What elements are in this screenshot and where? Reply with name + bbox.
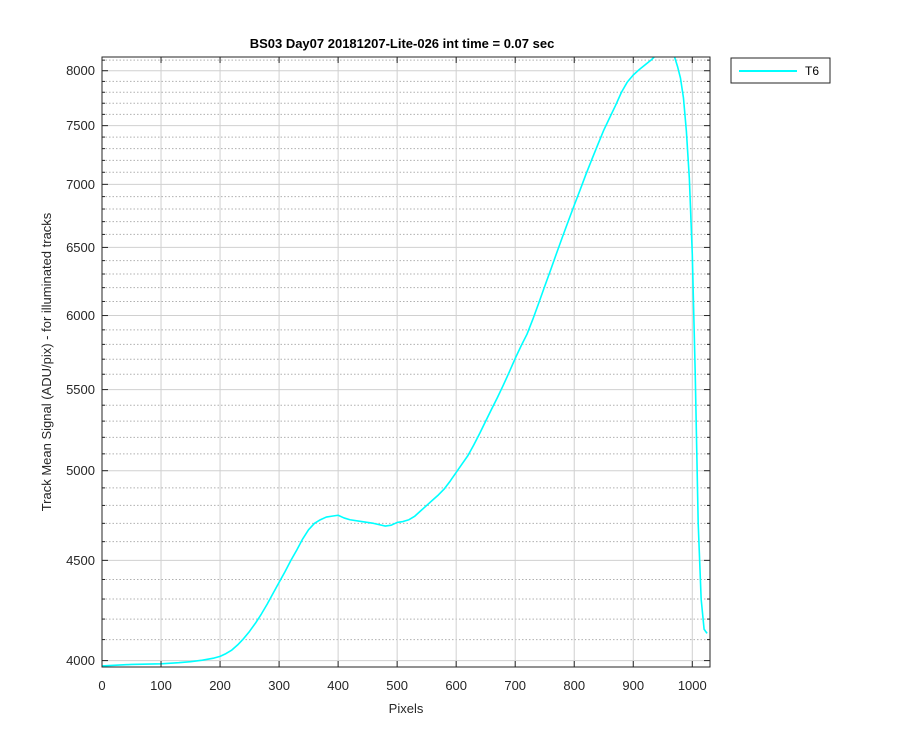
y-tick-label: 7500 xyxy=(66,118,95,133)
legend[interactable]: T6 xyxy=(730,57,831,84)
x-tick-labels: 0 100 200 300 400 500 600 700 800 900 1000 xyxy=(98,678,706,693)
x-tick-label: 800 xyxy=(563,678,585,693)
x-tick-label: 600 xyxy=(445,678,467,693)
y-axis-label: Track Mean Signal (ADU/pix) - for illumi… xyxy=(39,212,54,511)
x-tick-label: 100 xyxy=(150,678,172,693)
x-tick-label: 300 xyxy=(268,678,290,693)
y-tick-label: 5000 xyxy=(66,463,95,478)
y-tick-label: 8000 xyxy=(66,63,95,78)
y-tick-label: 5500 xyxy=(66,382,95,397)
x-tick-label: 500 xyxy=(386,678,408,693)
x-axis-label: Pixels xyxy=(389,701,424,716)
x-tick-label: 400 xyxy=(327,678,349,693)
y-tick-label: 7000 xyxy=(66,177,95,192)
major-gridlines xyxy=(101,57,710,667)
chart-title: BS03 Day07 20181207-Lite-026 int time = … xyxy=(250,36,555,51)
y-tick-label: 6500 xyxy=(66,240,95,255)
y-tick-labels: 4000 4500 5000 5500 6000 6500 7000 7500 8000 xyxy=(66,63,95,668)
y-tick-label: 6000 xyxy=(66,308,95,323)
axis-ticks xyxy=(101,57,710,667)
series-layer xyxy=(102,57,708,667)
plot-area-box xyxy=(101,56,711,668)
x-tick-label: 1000 xyxy=(678,678,707,693)
series-line-t6 xyxy=(102,57,708,667)
y-tick-label: 4000 xyxy=(66,653,95,668)
x-tick-label: 0 xyxy=(98,678,105,693)
x-tick-label: 900 xyxy=(622,678,644,693)
y-tick-label: 4500 xyxy=(66,553,95,568)
x-tick-label: 700 xyxy=(504,678,526,693)
x-tick-label: 200 xyxy=(209,678,231,693)
legend-label-t6: T6 xyxy=(805,64,819,78)
